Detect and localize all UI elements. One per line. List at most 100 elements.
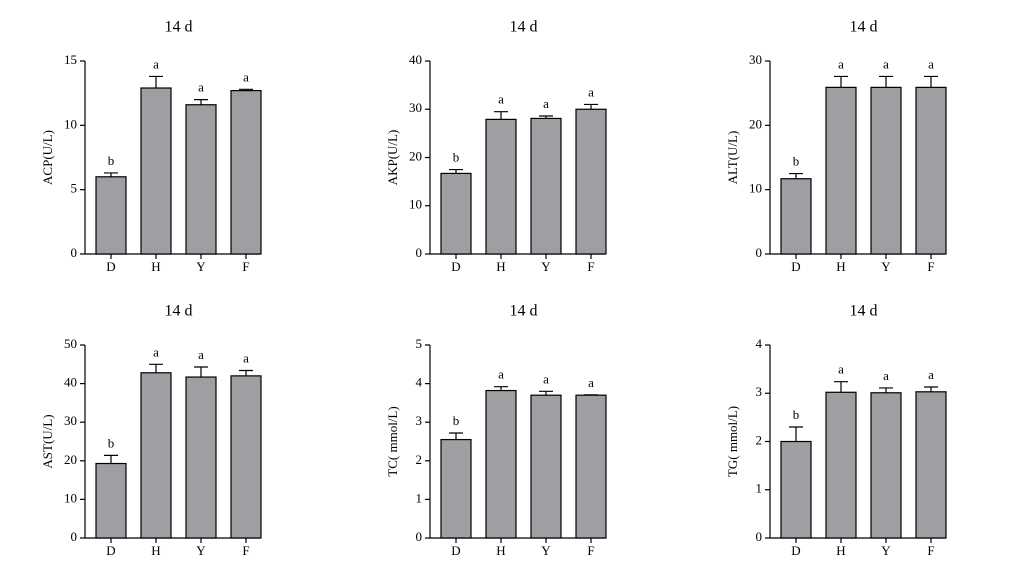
- error-bar: [104, 454, 118, 464]
- error-bar: [539, 390, 553, 396]
- y-tick-label: 0: [416, 245, 423, 260]
- error-bar: [494, 386, 508, 391]
- bar: [230, 375, 262, 539]
- error-bar: [449, 168, 463, 174]
- x-tick-label: D: [106, 259, 115, 274]
- x-tick-label: F: [242, 543, 249, 558]
- y-tick-label: 5: [416, 336, 423, 351]
- bar: [870, 392, 902, 539]
- x-tick-label: Y: [881, 259, 891, 274]
- bar: [440, 172, 472, 255]
- chart-title: 14 d: [850, 19, 878, 36]
- bar: [95, 176, 127, 255]
- y-tick-label: 10: [409, 197, 422, 212]
- bar: [140, 87, 172, 255]
- x-tick-label: F: [242, 259, 249, 274]
- bar: [825, 391, 857, 539]
- significance-label: a: [198, 80, 204, 95]
- bar: [575, 108, 607, 255]
- y-tick-label: 30: [64, 413, 77, 428]
- y-axis-label: TG( mmol/L): [725, 406, 740, 477]
- significance-label: a: [153, 344, 159, 359]
- significance-label: b: [453, 413, 460, 428]
- significance-label: a: [543, 96, 549, 111]
- error-bar: [924, 75, 938, 88]
- error-bar: [834, 75, 848, 88]
- bar: [870, 86, 902, 255]
- chart-title: 14 d: [165, 303, 193, 320]
- x-tick-label: H: [496, 259, 505, 274]
- x-tick-label: F: [927, 543, 934, 558]
- y-tick-label: 50: [64, 336, 77, 351]
- y-tick-label: 0: [756, 529, 763, 544]
- chart-title: 14 d: [165, 19, 193, 36]
- x-tick-label: F: [927, 259, 934, 274]
- bar: [485, 389, 517, 539]
- x-tick-label: D: [791, 543, 800, 558]
- y-tick-label: 30: [409, 100, 422, 115]
- chart-title: 14 d: [850, 303, 878, 320]
- bar: [95, 462, 127, 539]
- x-tick-label: H: [496, 543, 505, 558]
- bar: [915, 391, 947, 539]
- bar: [140, 372, 172, 539]
- error-bar: [104, 172, 118, 177]
- significance-label: b: [108, 435, 115, 450]
- y-tick-label: 0: [71, 245, 78, 260]
- error-bar: [584, 103, 598, 110]
- error-bar: [789, 426, 803, 442]
- x-tick-label: H: [151, 259, 160, 274]
- x-tick-label: D: [791, 259, 800, 274]
- error-bar: [194, 99, 208, 105]
- y-tick-label: 10: [64, 116, 77, 131]
- y-tick-label: 3: [756, 384, 763, 399]
- x-tick-label: H: [836, 259, 845, 274]
- x-tick-label: Y: [196, 259, 206, 274]
- error-bar: [834, 381, 848, 393]
- y-axis-label: TC( mmol/L): [385, 406, 400, 476]
- x-tick-label: F: [587, 259, 594, 274]
- y-tick-label: 30: [749, 52, 762, 67]
- x-tick-label: Y: [881, 543, 891, 558]
- x-tick-label: D: [451, 259, 460, 274]
- y-tick-label: 0: [71, 529, 78, 544]
- significance-label: a: [543, 371, 549, 386]
- y-axis-label: ACP(U/L): [40, 130, 55, 185]
- significance-label: a: [498, 367, 504, 382]
- bar: [230, 89, 262, 255]
- error-bar: [924, 386, 938, 392]
- y-tick-label: 4: [416, 375, 423, 390]
- y-tick-label: 1: [416, 490, 423, 505]
- x-tick-label: F: [587, 543, 594, 558]
- y-tick-label: 20: [64, 452, 77, 467]
- bar: [185, 376, 217, 539]
- significance-label: a: [243, 350, 249, 365]
- bar: [915, 86, 947, 255]
- y-axis-label: ALT(U/L): [725, 131, 740, 185]
- error-bar: [879, 387, 893, 393]
- error-bar: [879, 75, 893, 88]
- chart-title: 14 d: [510, 303, 538, 320]
- bar: [530, 117, 562, 255]
- significance-label: a: [198, 347, 204, 362]
- significance-label: a: [588, 84, 594, 99]
- significance-label: a: [928, 56, 934, 71]
- chart-title: 14 d: [510, 19, 538, 36]
- significance-label: a: [498, 92, 504, 107]
- y-tick-label: 40: [64, 375, 77, 390]
- y-tick-label: 10: [749, 181, 762, 196]
- error-bar: [449, 432, 463, 440]
- y-tick-label: 40: [409, 52, 422, 67]
- significance-label: a: [588, 375, 594, 390]
- y-tick-label: 20: [749, 116, 762, 131]
- x-tick-label: Y: [541, 259, 551, 274]
- y-tick-label: 4: [756, 336, 763, 351]
- y-tick-label: 1: [756, 481, 763, 496]
- x-tick-label: H: [151, 543, 160, 558]
- error-bar: [149, 363, 163, 373]
- bar: [575, 394, 607, 539]
- x-tick-label: D: [451, 543, 460, 558]
- significance-label: a: [928, 367, 934, 382]
- x-tick-label: Y: [196, 543, 206, 558]
